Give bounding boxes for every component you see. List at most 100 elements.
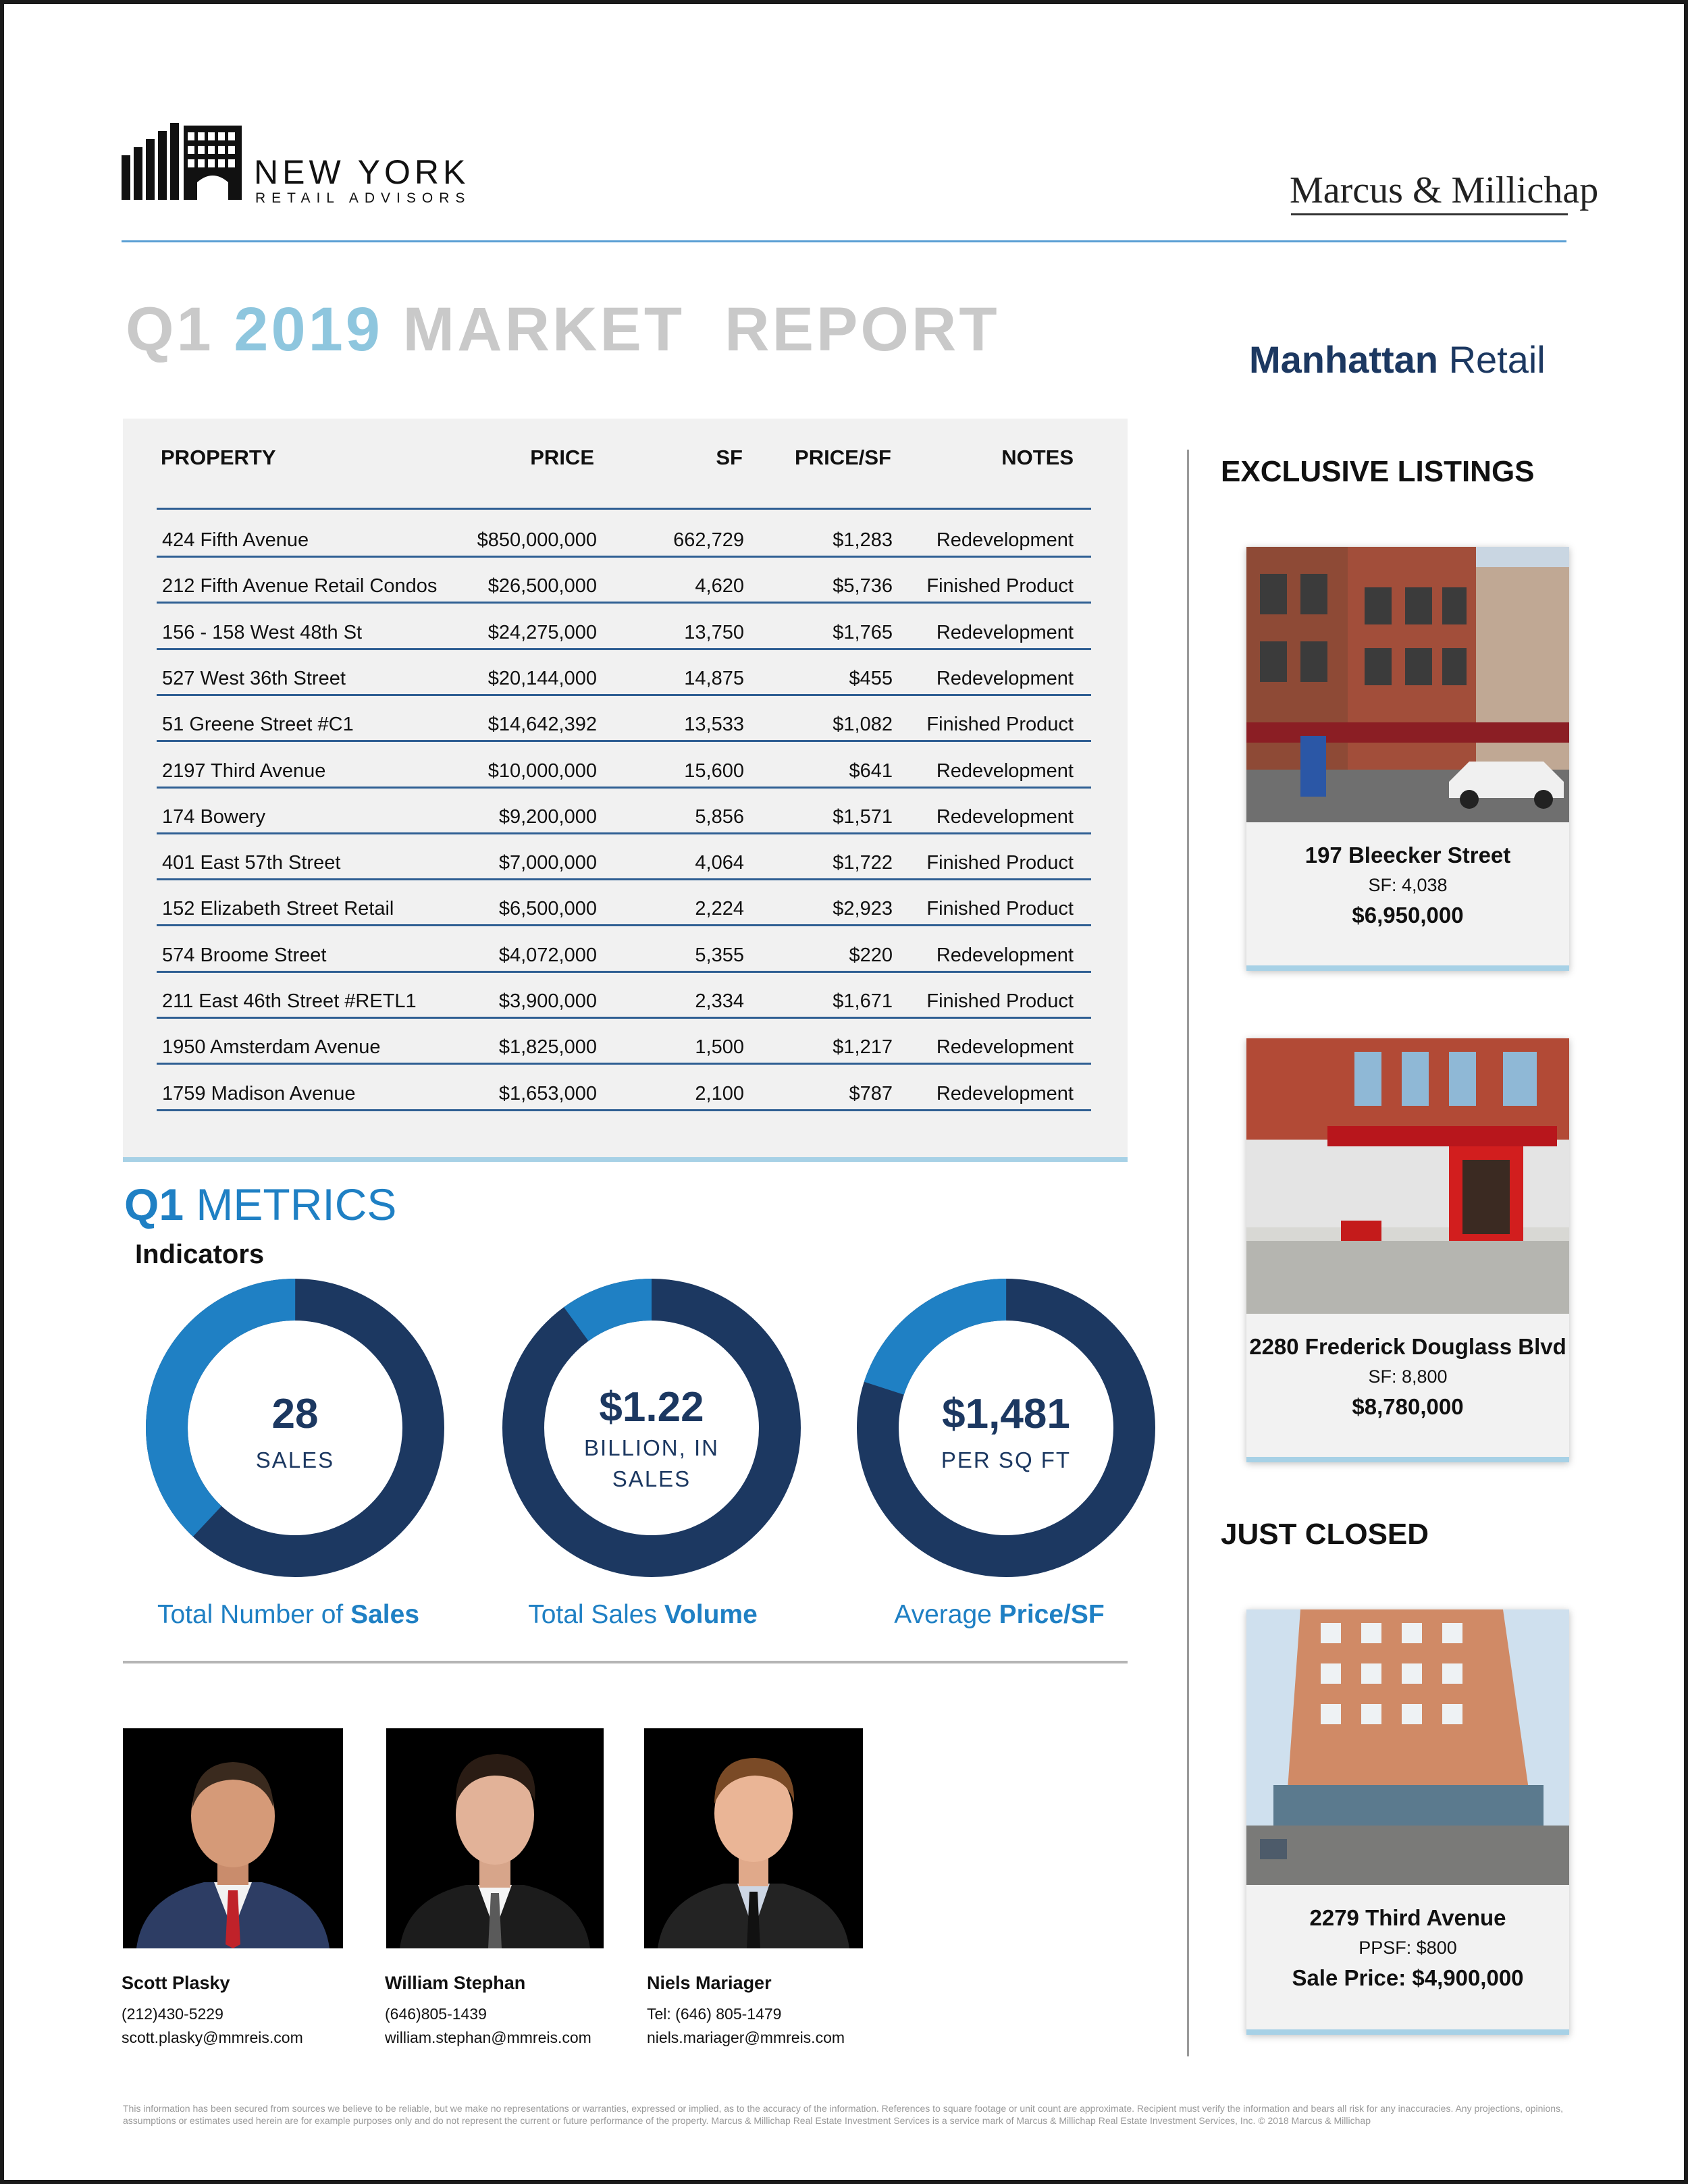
donut-caption: Total Number of Sales (99, 1600, 477, 1630)
avatar-william-stephan (386, 1728, 604, 1948)
donut-highlight-arc (502, 1279, 801, 1577)
donut-caption-bold: Sales (350, 1600, 420, 1629)
metrics-divider (123, 1661, 1128, 1663)
donut-chart: $1,481 PER SQ FT (857, 1279, 1155, 1577)
donut-caption: Total Sales Volume (454, 1600, 832, 1630)
col-header-price: PRICE (530, 446, 594, 469)
table-row: 527 West 36th Street $20,144,000 14,875 $45… (157, 650, 1091, 696)
cell-notes: Redevelopment (936, 1036, 1074, 1059)
listing-name: 2280 Frederick Douglass Blvd (1249, 1334, 1566, 1359)
donut-caption-bold: Price/SF (999, 1600, 1105, 1629)
cell-price-sf: $455 (849, 667, 893, 689)
header-divider (122, 240, 1566, 242)
cell-price-sf: $5,736 (833, 575, 893, 597)
contact-name: Niels Mariager (647, 1973, 772, 1993)
page-title: Q1 2019 MARKET REPORT (126, 294, 1000, 365)
contact-email[interactable]: scott.plasky@mmreis.com (122, 2029, 303, 2046)
cell-price-sf: $2,923 (833, 898, 893, 920)
card-accent-bar (1246, 1457, 1569, 1462)
cell-property: 212 Fifth Avenue Retail Condos (162, 575, 438, 597)
cell-property: 1759 Madison Avenue (162, 1082, 356, 1104)
table-row: 2197 Third Avenue $10,000,000 15,600 $641 Re… (157, 743, 1091, 789)
cell-sf: 1,500 (695, 1036, 744, 1059)
cell-price-sf: $1,765 (833, 621, 893, 643)
cell-price: $4,072,000 (498, 944, 597, 966)
listing-text: 197 Bleecker Street SF: 4,038 $6,950,000 (1246, 843, 1569, 928)
card-accent-bar (1246, 965, 1569, 971)
donut-label: BILLION, IN (584, 1435, 719, 1460)
cell-price: $9,200,000 (498, 805, 597, 828)
listing-price: $8,780,000 (1352, 1394, 1464, 1419)
cell-notes: Finished Product (926, 852, 1074, 874)
cell-price-sf: $1,283 (833, 529, 893, 551)
table-header-divider (157, 508, 1091, 510)
cell-sf: 5,355 (695, 944, 744, 966)
cell-property: 156 - 158 West 48th St (162, 621, 363, 643)
donut-caption-text: Total Number of (157, 1600, 351, 1629)
disclaimer: This information has been secured from s… (123, 2103, 1563, 2126)
cell-sf: 13,533 (684, 714, 744, 736)
just-closed-heading: JUST CLOSED (1221, 1518, 1429, 1551)
closed-ppsf: PPSF: $800 (1359, 1938, 1457, 1958)
closed-price: Sale Price: $4,900,000 (1292, 1965, 1524, 1990)
metrics-title-bold: Q1 (124, 1179, 184, 1229)
cell-price-sf: $1,217 (833, 1036, 893, 1059)
cell-property: 174 Bowery (162, 805, 266, 828)
cell-sf: 15,600 (684, 760, 744, 782)
closed-card-2279-third-avenue[interactable]: 2279 Third Avenue PPSF: $800 Sale Price:… (1246, 1609, 1569, 2035)
title-quarter: Q1 (126, 295, 214, 364)
table-row: 152 Elizabeth Street Retail $6,500,000 2,2… (157, 880, 1091, 927)
listing-sf: SF: 4,038 (1368, 875, 1448, 895)
contact-phone: (646)805-1439 (385, 2005, 487, 2023)
listing-photo (1246, 547, 1569, 822)
page-subtitle: Manhattan Retail (1249, 338, 1546, 381)
avatar-niels-mariager (644, 1728, 863, 1948)
cell-price: $3,900,000 (498, 990, 597, 1012)
table-row: 211 East 46th Street #RETL1 $3,900,000 2,3… (157, 973, 1091, 1019)
cell-property: 424 Fifth Avenue (162, 529, 309, 551)
donut-value: $1,481 (942, 1391, 1070, 1437)
cell-property: 574 Broome Street (162, 944, 327, 966)
contact-email[interactable]: niels.mariager@mmreis.com (647, 2029, 845, 2046)
title-year: 2019 (234, 295, 383, 364)
table-row: 51 Greene Street #C1 $14,642,392 13,533 $1,… (157, 696, 1091, 743)
cell-notes: Redevelopment (936, 805, 1074, 828)
contact-email[interactable]: william.stephan@mmreis.com (385, 2029, 591, 2046)
listing-text: 2280 Frederick Douglass Blvd SF: 8,800 $… (1246, 1334, 1569, 1420)
closed-text: 2279 Third Avenue PPSF: $800 Sale Price:… (1246, 1905, 1569, 1991)
contact-phone: Tel: (646) 805-1479 (647, 2005, 782, 2023)
brand-name: NEW YORK (254, 153, 470, 191)
col-header-sf: SF (716, 446, 743, 469)
cell-notes: Finished Product (926, 575, 1074, 597)
donut-value: 28 (272, 1391, 319, 1437)
listing-sf: SF: 8,800 (1368, 1366, 1448, 1387)
table-row: 1759 Madison Avenue $1,653,000 2,100 $787 Re… (157, 1065, 1091, 1111)
sidebar-divider (1187, 450, 1189, 2056)
listing-card-2280-frederick-douglass[interactable]: 2280 Frederick Douglass Blvd SF: 8,800 $… (1246, 1038, 1569, 1462)
listing-price: $6,950,000 (1352, 903, 1464, 928)
listing-card-197-bleecker[interactable]: 197 Bleecker Street SF: 4,038 $6,950,000 (1246, 547, 1569, 971)
cell-sf: 2,100 (695, 1082, 744, 1104)
cell-price: $26,500,000 (487, 575, 597, 597)
table-row: 424 Fifth Avenue $850,000,000 662,729 $1,28… (157, 512, 1091, 558)
table-row: 574 Broome Street $4,072,000 5,355 $220 Rede… (157, 927, 1091, 973)
card-accent-bar (1246, 2029, 1569, 2035)
cell-sf: 2,224 (695, 898, 744, 920)
cell-price-sf: $641 (849, 760, 893, 782)
donut-label: PER SQ FT (941, 1447, 1071, 1472)
cell-price: $20,144,000 (487, 667, 597, 689)
cell-sf: 662,729 (673, 529, 744, 551)
closed-name: 2279 Third Avenue (1309, 1905, 1506, 1930)
cell-sf: 4,064 (695, 852, 744, 874)
donut-label: SALES (256, 1447, 334, 1472)
col-header-price-sf: PRICE/SF (795, 446, 891, 469)
table-row: 174 Bowery $9,200,000 5,856 $1,571 Redevelop… (157, 789, 1091, 834)
indicators-label: Indicators (135, 1240, 265, 1269)
cell-notes: Redevelopment (936, 621, 1074, 643)
metrics-title-rest: METRICS (196, 1179, 397, 1229)
cell-property: 527 West 36th Street (162, 667, 346, 689)
brand-subtitle: RETAIL ADVISORS (255, 190, 471, 206)
cell-property: 1950 Amsterdam Avenue (162, 1036, 381, 1059)
donut-caption: Average Price/SF (810, 1600, 1188, 1630)
